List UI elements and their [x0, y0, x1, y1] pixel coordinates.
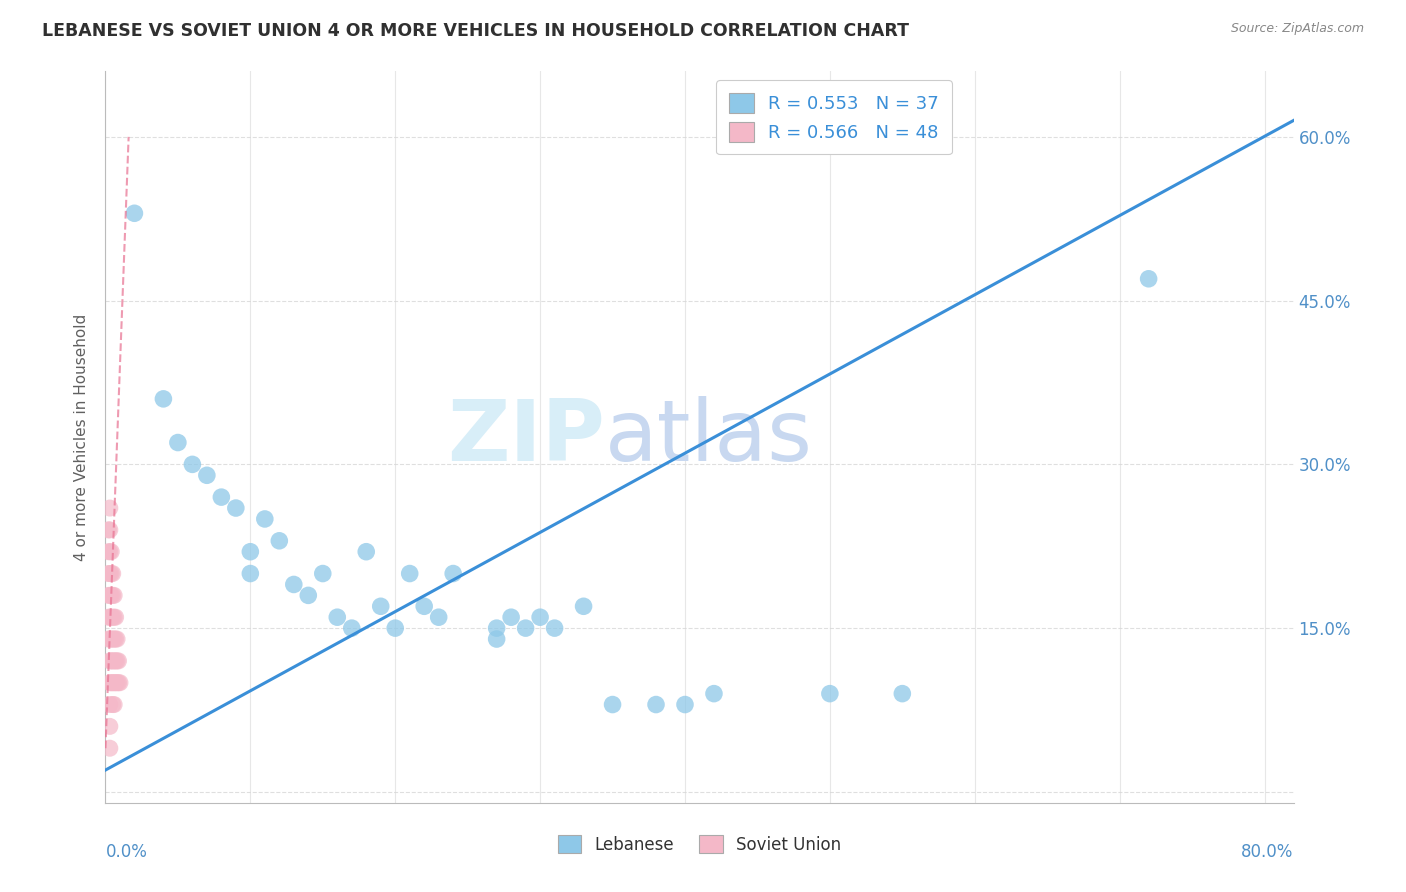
Point [100, 654, 122, 668]
Point [326, 610, 349, 624]
Point [572, 599, 595, 614]
Point [891, 687, 914, 701]
Point [543, 621, 565, 635]
Point [103, 654, 125, 668]
Point [225, 501, 247, 516]
Point [1137, 272, 1160, 286]
Point [239, 545, 262, 559]
Point [100, 610, 122, 624]
Point [103, 698, 125, 712]
Point [97, 523, 120, 537]
Point [98, 588, 121, 602]
Point [103, 675, 125, 690]
Point [98, 523, 121, 537]
Point [103, 632, 125, 646]
Point [703, 687, 725, 701]
Text: 80.0%: 80.0% [1241, 843, 1294, 861]
Point [98, 675, 121, 690]
Point [485, 621, 508, 635]
Point [103, 610, 125, 624]
Point [413, 599, 436, 614]
Point [501, 610, 523, 624]
Point [105, 632, 128, 646]
Point [181, 458, 204, 472]
Point [98, 654, 121, 668]
Point [100, 566, 122, 581]
Point [107, 675, 129, 690]
Point [101, 610, 124, 624]
Point [167, 435, 190, 450]
Point [441, 566, 464, 581]
Point [370, 599, 392, 614]
Point [97, 588, 120, 602]
Point [340, 621, 363, 635]
Text: Source: ZipAtlas.com: Source: ZipAtlas.com [1230, 22, 1364, 36]
Point [100, 588, 122, 602]
Point [101, 632, 124, 646]
Point [354, 545, 377, 559]
Point [98, 719, 121, 733]
Point [253, 512, 276, 526]
Point [384, 621, 406, 635]
Point [515, 621, 537, 635]
Point [97, 632, 120, 646]
Point [103, 588, 125, 602]
Point [209, 490, 232, 504]
Point [673, 698, 696, 712]
Point [101, 698, 124, 712]
Point [105, 675, 128, 690]
Point [152, 392, 174, 406]
Point [98, 566, 121, 581]
Point [98, 545, 121, 559]
Text: 0.0%: 0.0% [105, 843, 148, 861]
Point [297, 588, 319, 602]
Legend: Lebanese, Soviet Union: Lebanese, Soviet Union [551, 829, 848, 860]
Point [104, 675, 127, 690]
Point [98, 501, 121, 516]
Point [97, 610, 120, 624]
Point [269, 533, 291, 548]
Point [124, 206, 146, 220]
Text: LEBANESE VS SOVIET UNION 4 OR MORE VEHICLES IN HOUSEHOLD CORRELATION CHART: LEBANESE VS SOVIET UNION 4 OR MORE VEHIC… [42, 22, 910, 40]
Point [283, 577, 305, 591]
Point [104, 610, 127, 624]
Point [100, 545, 122, 559]
Point [645, 698, 668, 712]
Point [98, 698, 121, 712]
Point [239, 566, 262, 581]
Point [602, 698, 624, 712]
Point [98, 610, 121, 624]
Point [195, 468, 218, 483]
Point [104, 632, 127, 646]
Point [104, 654, 127, 668]
Point [108, 675, 131, 690]
Point [101, 588, 124, 602]
Point [312, 566, 335, 581]
Point [97, 545, 120, 559]
Point [98, 741, 121, 756]
Point [98, 632, 121, 646]
Point [398, 566, 420, 581]
Point [529, 610, 551, 624]
Point [101, 675, 124, 690]
Y-axis label: 4 or more Vehicles in Household: 4 or more Vehicles in Household [75, 313, 90, 561]
Point [100, 632, 122, 646]
Point [107, 654, 129, 668]
Point [427, 610, 450, 624]
Point [818, 687, 841, 701]
Text: ZIP: ZIP [447, 395, 605, 479]
Point [101, 654, 124, 668]
Point [100, 675, 122, 690]
Point [485, 632, 508, 646]
Point [97, 566, 120, 581]
Text: atlas: atlas [605, 395, 813, 479]
Point [105, 654, 128, 668]
Point [101, 566, 124, 581]
